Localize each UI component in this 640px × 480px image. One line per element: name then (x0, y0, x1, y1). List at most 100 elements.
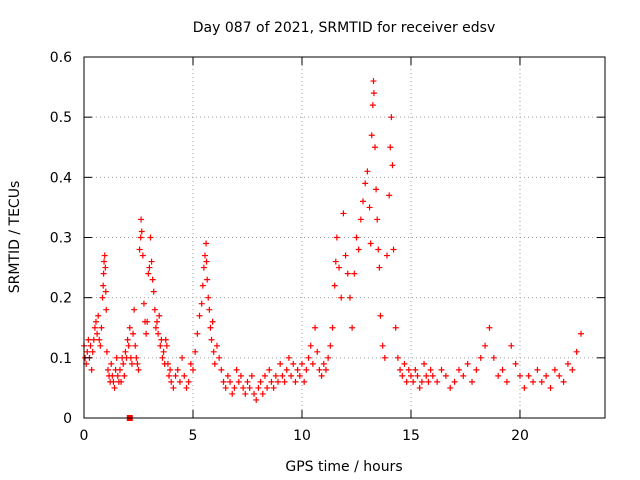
data-point (157, 342, 164, 349)
data-point (370, 78, 377, 85)
data-point (499, 366, 506, 373)
data-point (272, 372, 279, 379)
data-point (132, 342, 139, 349)
data-point (516, 372, 523, 379)
data-point (231, 384, 238, 391)
data-point (101, 252, 108, 259)
chart-title: Day 087 of 2021, SRMTID for receiver eds… (193, 20, 496, 36)
data-point (342, 252, 349, 259)
y-tick-label: 0.4 (50, 170, 72, 186)
data-point (298, 360, 305, 367)
data-point (292, 378, 299, 385)
data-point (84, 348, 91, 355)
data-point (530, 378, 537, 385)
data-point (152, 324, 159, 331)
data-point (194, 330, 201, 337)
data-point (139, 252, 146, 259)
data-point (275, 378, 282, 385)
data-point (87, 342, 94, 349)
data-point (140, 300, 147, 307)
data-point (136, 246, 143, 253)
data-point (407, 372, 414, 379)
data-point (372, 144, 379, 151)
y-tick-label: 0.1 (50, 351, 72, 367)
data-point (312, 324, 319, 331)
data-point (374, 216, 381, 223)
data-point (135, 366, 142, 373)
data-point (251, 390, 258, 397)
data-point (270, 384, 277, 391)
data-point (573, 348, 580, 355)
data-point (131, 306, 138, 313)
data-point (482, 342, 489, 349)
data-point (384, 252, 391, 259)
x-tick-label: 5 (189, 428, 198, 444)
data-point (376, 264, 383, 271)
data-point (104, 366, 111, 373)
data-point (495, 372, 502, 379)
data-point (469, 378, 476, 385)
data-point (266, 366, 273, 373)
data-point (110, 378, 117, 385)
data-point (368, 132, 375, 139)
data-point (203, 240, 210, 247)
data-point (290, 360, 297, 367)
data-point (327, 342, 334, 349)
data-point (307, 342, 314, 349)
data-point (416, 384, 423, 391)
data-point (146, 264, 153, 271)
data-point (99, 294, 106, 301)
data-point (148, 258, 155, 265)
data-point (329, 324, 336, 331)
data-point (138, 228, 145, 235)
data-point (89, 348, 96, 355)
data-point (233, 366, 240, 373)
data-point (174, 366, 181, 373)
data-point (109, 372, 116, 379)
data-point (85, 336, 92, 343)
data-point (253, 396, 260, 403)
x-axis-label: GPS time / hours (285, 459, 402, 475)
data-point (255, 384, 262, 391)
data-point (155, 330, 162, 337)
data-point (114, 372, 121, 379)
data-point (325, 354, 332, 361)
data-point (414, 372, 421, 379)
data-point (124, 336, 131, 343)
data-point (111, 384, 118, 391)
data-point (160, 348, 167, 355)
data-point (322, 366, 329, 373)
data-point (375, 246, 382, 253)
data-point (367, 240, 374, 247)
data-point (534, 366, 541, 373)
data-point (377, 312, 384, 319)
data-point (283, 366, 290, 373)
data-point (344, 270, 351, 277)
data-point (296, 372, 303, 379)
data-point (333, 234, 340, 241)
data-point (103, 306, 110, 313)
data-point (277, 360, 284, 367)
data-point (512, 360, 519, 367)
y-tick-label: 0.5 (50, 110, 72, 126)
data-point (248, 372, 255, 379)
data-point (434, 378, 441, 385)
data-point (447, 384, 454, 391)
data-point (259, 390, 266, 397)
data-point (137, 234, 144, 241)
data-point (183, 384, 190, 391)
data-point (412, 366, 419, 373)
data-point (90, 336, 97, 343)
data-point (490, 354, 497, 361)
data-point (159, 354, 166, 361)
y-tick-label: 0.2 (50, 291, 72, 307)
data-point (379, 342, 386, 349)
data-point (423, 372, 430, 379)
data-point (351, 270, 358, 277)
x-tick-label: 20 (511, 428, 529, 444)
data-point (125, 342, 132, 349)
data-point (392, 324, 399, 331)
data-point (316, 366, 323, 373)
data-point (128, 360, 135, 367)
data-point (92, 318, 99, 325)
